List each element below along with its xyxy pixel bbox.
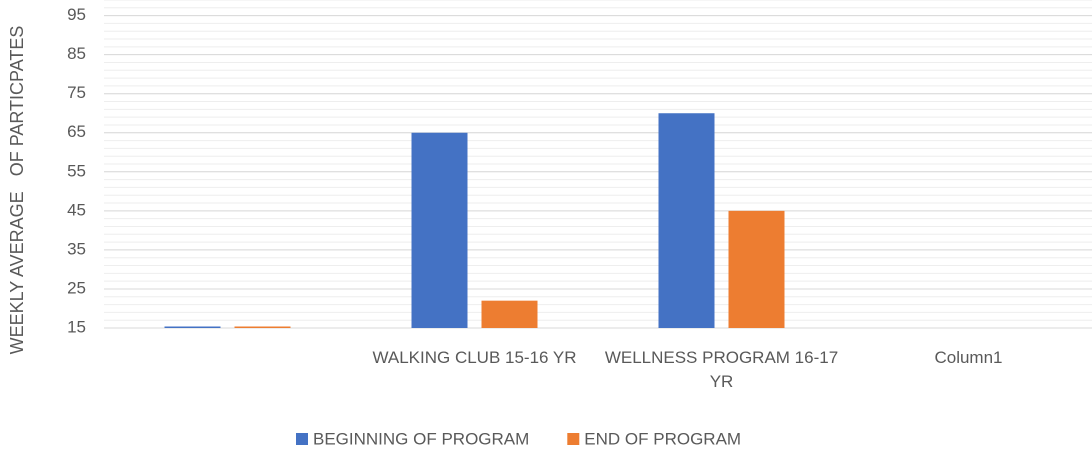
bar — [728, 210, 785, 328]
bar — [658, 113, 715, 328]
legend-swatch — [567, 433, 580, 445]
bar — [411, 132, 468, 328]
bar — [234, 326, 291, 328]
x-tick-label: WALKING CLUB 15-16 YR — [372, 348, 577, 367]
y-axis-title: WEEKLY AVERAGE OF PARTICPATES — [7, 26, 27, 355]
legend-label: BEGINNING OF PROGRAM — [313, 429, 529, 448]
legend-swatch — [296, 433, 308, 445]
y-tick-label: 65 — [67, 122, 86, 141]
x-tick-label: Column1 — [934, 348, 1003, 367]
x-tick-label: WELLNESS PROGRAM 16-17 YR — [604, 348, 839, 391]
y-tick-label: 75 — [67, 83, 86, 102]
y-tick-label: 55 — [67, 161, 86, 180]
y-tick-label: 35 — [67, 239, 86, 258]
legend-label: END OF PROGRAM — [584, 429, 741, 448]
y-tick-label: 95 — [67, 5, 86, 24]
bar — [164, 326, 221, 328]
y-tick-label: 45 — [67, 200, 86, 219]
y-tick-label: 15 — [67, 317, 86, 336]
y-tick-label: 25 — [67, 278, 86, 297]
bar — [481, 300, 538, 328]
y-tick-label: 85 — [67, 44, 86, 63]
